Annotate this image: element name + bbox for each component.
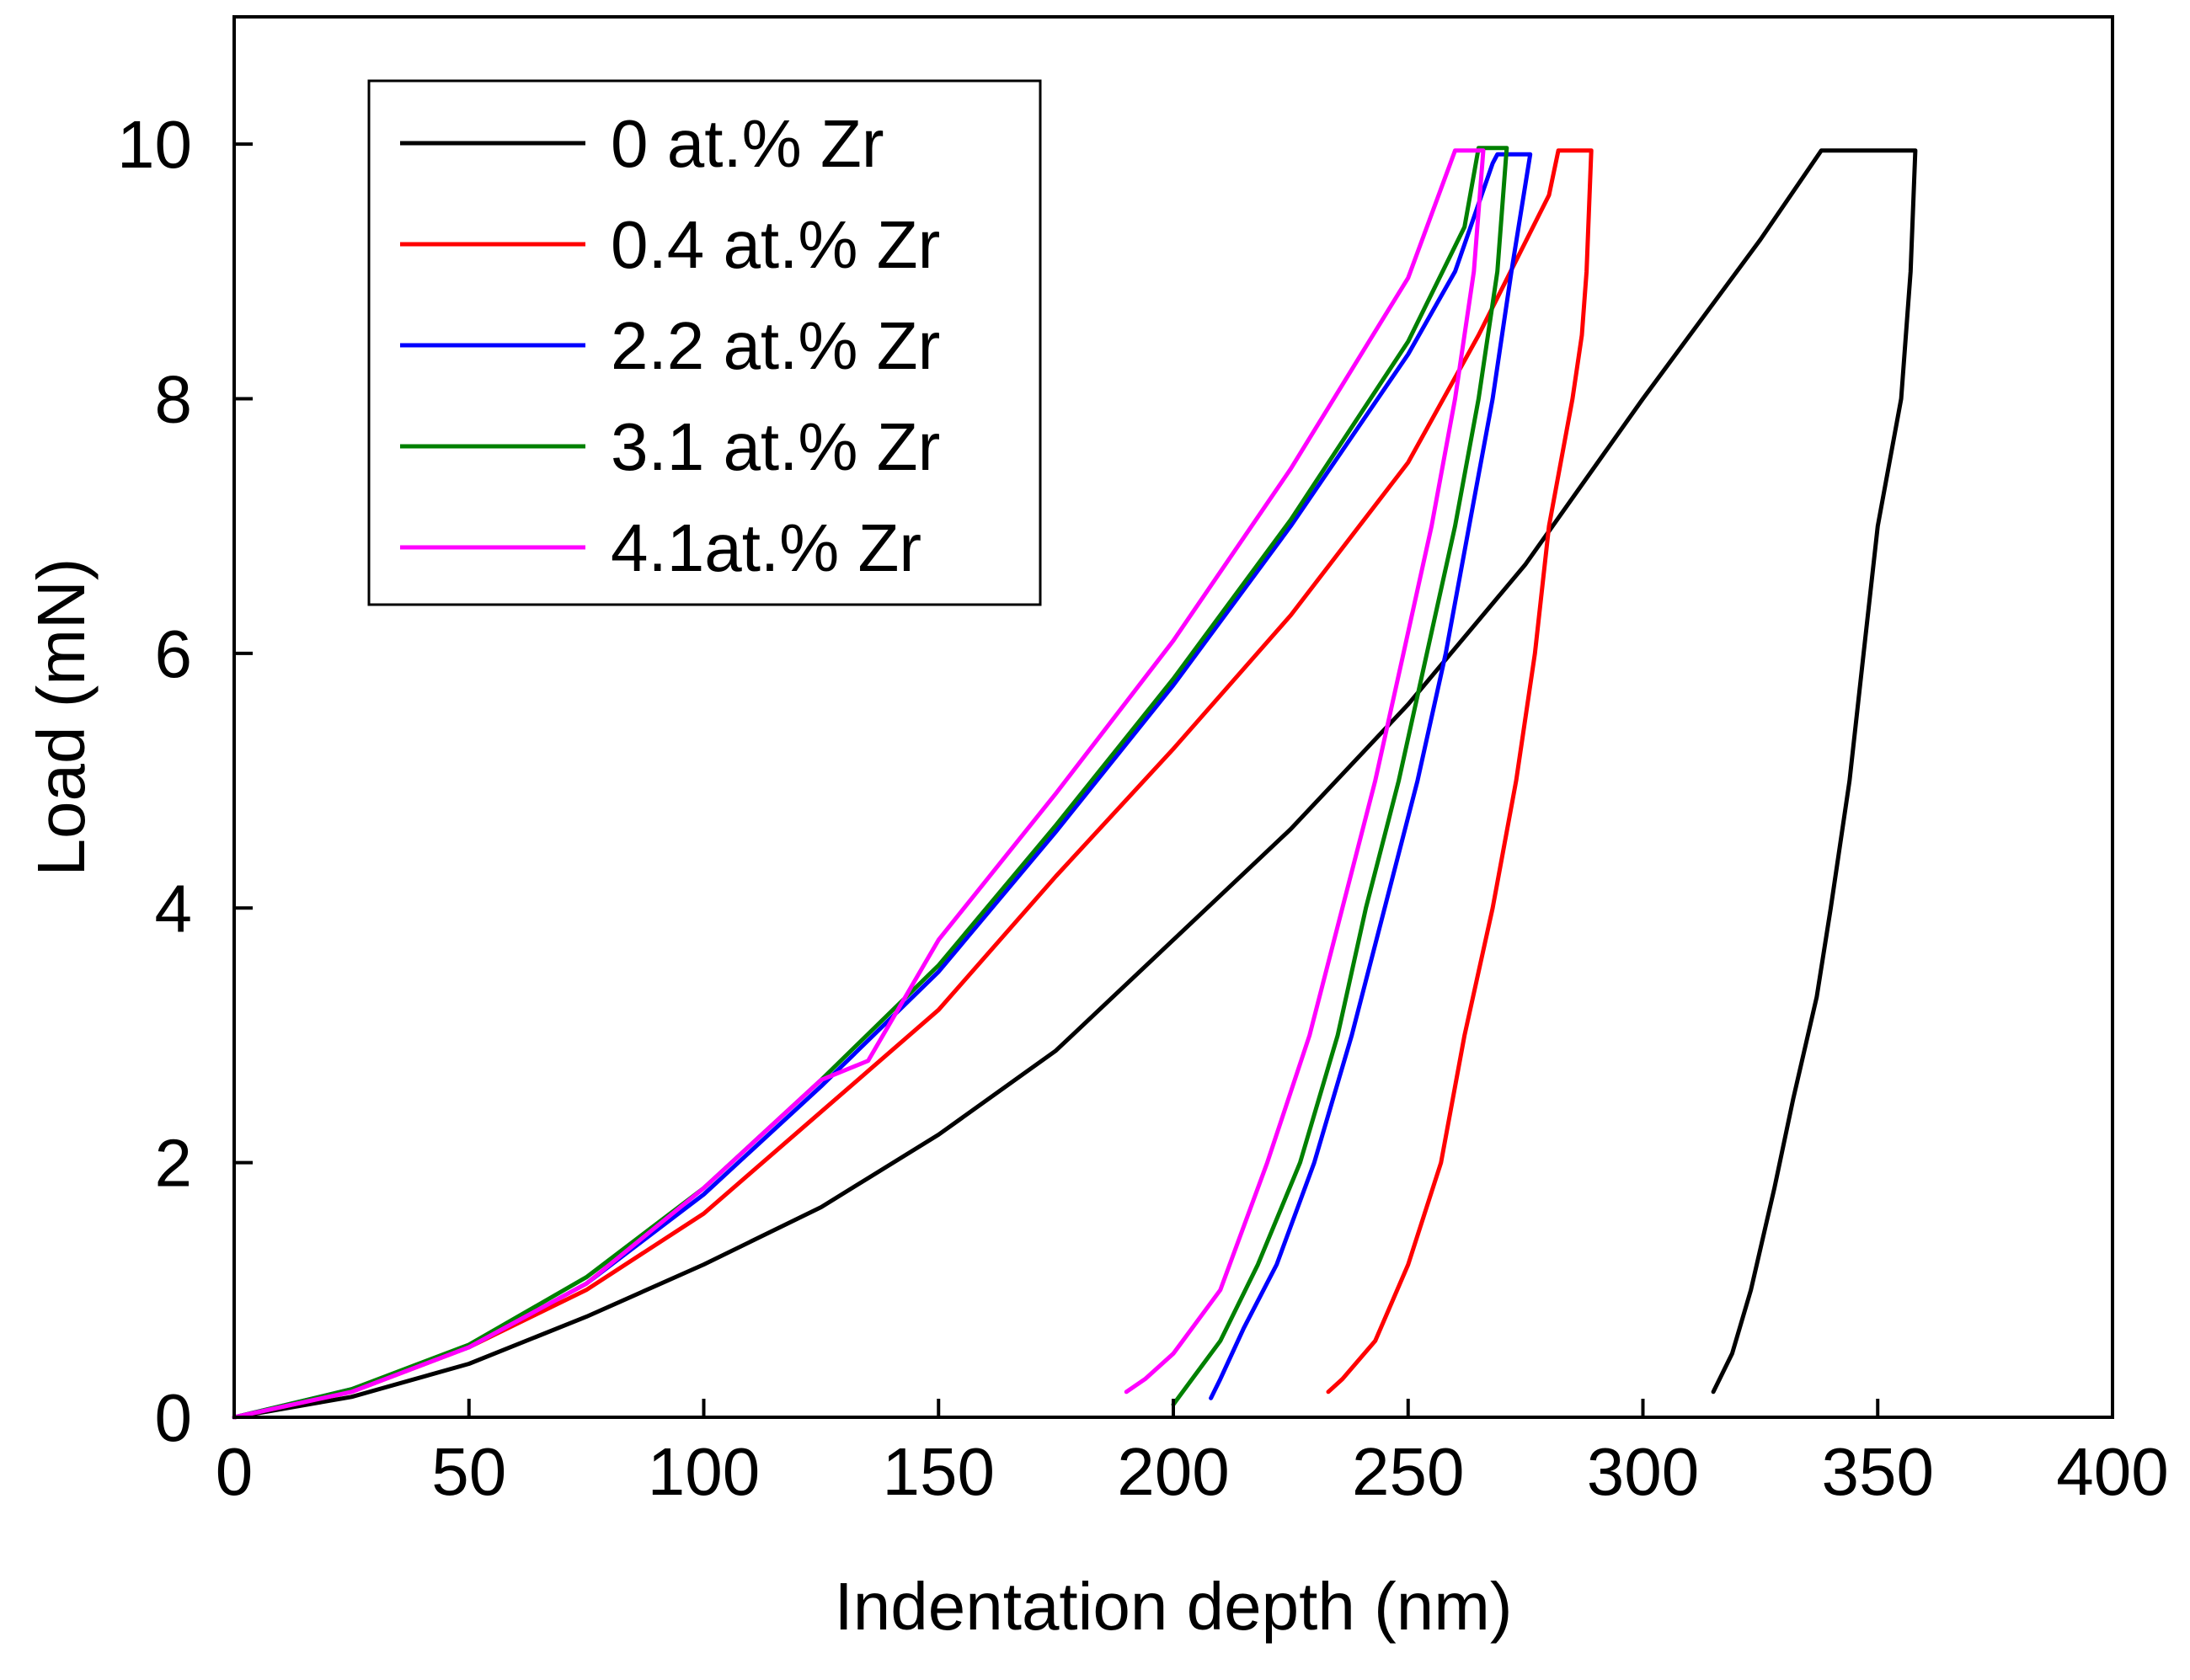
- x-tick-label: 150: [883, 1434, 995, 1509]
- x-tick-label: 300: [1587, 1434, 1699, 1509]
- x-tick-label: 400: [2056, 1434, 2168, 1509]
- legend-box: [367, 79, 1042, 606]
- y-tick-label: 4: [155, 871, 193, 946]
- y-tick-label: 10: [117, 107, 192, 182]
- y-tick-label: 8: [155, 362, 193, 437]
- series-line-5: [232, 148, 1486, 1420]
- legend-label-2: 0.4 at.% Zr: [611, 207, 940, 282]
- x-tick-label: 350: [1822, 1434, 1934, 1509]
- y-axis-label: Load (mN): [24, 558, 99, 877]
- y-axis-ticks: 0 2 4 6 8 10: [117, 107, 253, 1455]
- legend-label-3: 2.2 at.% Zr: [611, 308, 940, 383]
- legend-label-1: 0 at.% Zr: [611, 106, 884, 181]
- series-line-2: [232, 148, 1594, 1420]
- series-line-1: [232, 148, 1918, 1420]
- x-tick-label: 50: [431, 1434, 506, 1509]
- x-tick-label: 200: [1117, 1434, 1229, 1509]
- series-layer: [232, 146, 1918, 1420]
- x-tick-label: 0: [216, 1434, 254, 1509]
- legend-label-5: 4.1at.% Zr: [611, 510, 921, 585]
- x-tick-label: 250: [1352, 1434, 1464, 1509]
- x-axis-label: Indentation depth (nm): [835, 1569, 1513, 1644]
- y-tick-label: 6: [155, 616, 193, 691]
- x-axis-ticks: 0 50 100 150 200 250 300 350 400: [216, 1399, 2169, 1509]
- y-tick-label: 0: [155, 1380, 193, 1455]
- x-tick-label: 100: [648, 1434, 760, 1509]
- legend-label-4: 3.1 at.% Zr: [611, 409, 940, 484]
- legend: 0 at.% Zr 0.4 at.% Zr 2.2 at.% Zr 3.1 at.% …: [367, 79, 1042, 606]
- series-line-3: [232, 152, 1533, 1420]
- y-tick-label: 2: [155, 1126, 193, 1201]
